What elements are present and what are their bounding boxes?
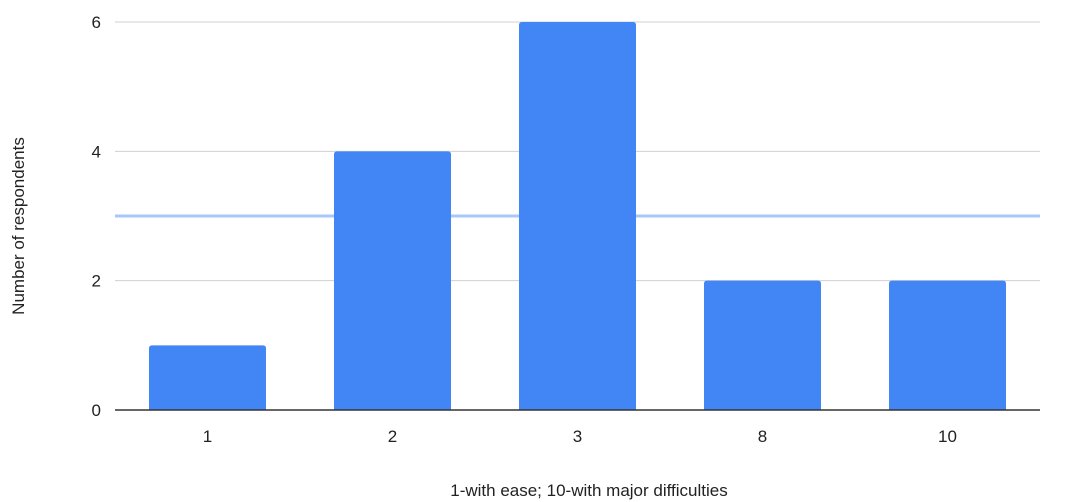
- bar-2: [334, 151, 451, 411]
- x-tick-label-1: 1: [203, 427, 212, 446]
- axes: 0 2 4 6 1 2 3 8 10: [92, 13, 1040, 446]
- y-tick-label-0: 0: [92, 401, 101, 420]
- x-tick-label-10: 10: [938, 427, 957, 446]
- bar-10: [889, 280, 1006, 410]
- bar-8: [704, 280, 821, 410]
- x-tick-label-3: 3: [573, 427, 582, 446]
- x-tick-label-8: 8: [758, 427, 767, 446]
- x-axis-title: 1-with ease; 10-with major difficulties: [450, 481, 727, 500]
- y-tick-label-4: 4: [92, 142, 101, 161]
- bars: [149, 22, 1006, 411]
- y-axis-title: Number of respondents: [9, 137, 28, 315]
- y-tick-label-2: 2: [92, 272, 101, 291]
- bar-1: [149, 345, 266, 410]
- x-tick-label-2: 2: [388, 427, 397, 446]
- y-tick-label-6: 6: [92, 13, 101, 32]
- bar-3: [519, 22, 636, 410]
